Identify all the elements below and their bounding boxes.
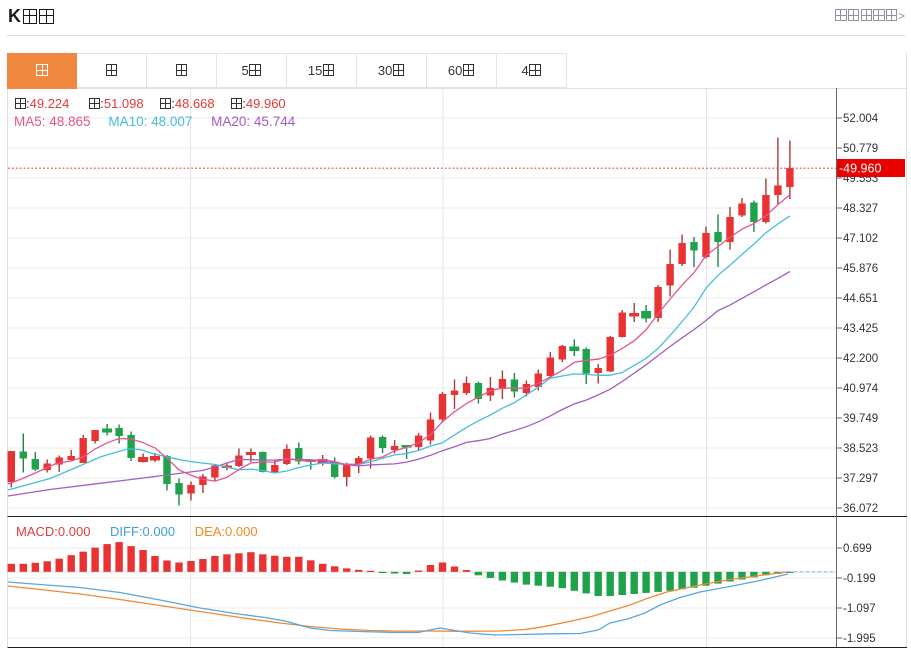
svg-text:50.779: 50.779 (843, 143, 878, 155)
svg-text:43.425: 43.425 (843, 323, 878, 335)
svg-text:44.651: 44.651 (843, 293, 878, 305)
svg-text:0.699: 0.699 (843, 543, 872, 555)
svg-text:-0.199: -0.199 (843, 573, 876, 585)
svg-text:38.523: 38.523 (843, 443, 878, 455)
svg-text:-1.097: -1.097 (843, 603, 876, 615)
svg-text:45.876: 45.876 (843, 263, 878, 275)
svg-text:48.327: 48.327 (843, 203, 878, 215)
svg-text:40.974: 40.974 (843, 383, 879, 395)
svg-text:36.072: 36.072 (843, 503, 878, 515)
svg-text:39.749: 39.749 (843, 413, 878, 425)
svg-text:42.200: 42.200 (843, 353, 878, 365)
svg-text:47.102: 47.102 (843, 233, 878, 245)
svg-text:-1.995: -1.995 (843, 633, 876, 645)
svg-text:37.297: 37.297 (843, 473, 878, 485)
svg-text:-49.960: -49.960 (839, 162, 881, 176)
svg-text:52.004: 52.004 (843, 113, 879, 125)
